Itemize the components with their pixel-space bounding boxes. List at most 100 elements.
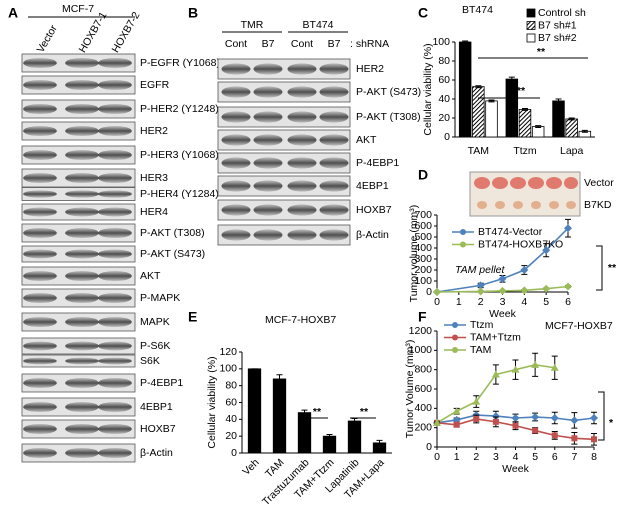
legend-marker [452,347,458,353]
panel-label: E [188,309,197,325]
data-point [433,288,441,296]
protein-label: HER3 [140,172,168,184]
data-point [452,407,461,415]
y-tick-label: 100 [414,275,432,287]
blot-band [98,270,132,282]
data-point [476,287,485,296]
data-point [571,435,578,442]
error-bar [581,129,588,133]
data-point [531,360,540,368]
blot-band [23,103,57,115]
panel-label: C [418,5,428,21]
x-tick-label: 2 [478,296,484,308]
blot-band [287,86,317,98]
blot-band [23,357,57,365]
blot-band [221,86,251,98]
data-point [453,421,460,428]
blot-band [65,270,99,282]
data-point [564,282,572,291]
blot-strip [217,81,351,103]
blot-band [98,249,132,259]
x-tick-label: 5 [532,451,538,463]
chart-title: MCF7-HOXB7 [545,320,613,332]
data-point [550,363,559,371]
significance-bracket [598,391,605,441]
blot-band [253,63,283,75]
blot-band [253,157,283,169]
x-tick-label: 0 [434,296,440,308]
protein-label: P-HER3 (Y1068) [140,149,219,161]
error-bar [301,409,308,416]
data-point [491,412,500,421]
y-axis-label: Tumor Volume (mm³) [404,340,416,439]
y-tick-label: 700 [414,209,432,221]
blot-band [98,149,132,161]
photo-label: B7KD [584,199,612,211]
blot-band [319,180,349,192]
blot-band [253,204,283,216]
blot-band [287,63,317,75]
y-tick-label: 1000 [409,344,433,356]
data-point [564,224,572,233]
y-axis-label: Cellular viability (%) [206,356,218,448]
bar [472,86,485,138]
x-tick-label: 8 [591,451,597,463]
blot-band [98,227,132,239]
lane-label: B7 [328,38,341,50]
x-tick-label: 0 [434,451,440,463]
blot-band [287,180,317,192]
blot-band [98,341,132,351]
blot-band [65,125,99,137]
protein-label: HER4 [140,206,168,218]
blot-band [65,249,99,259]
blot-band [319,229,349,241]
blot-band [98,207,132,217]
data-point [491,370,500,378]
blot-band [319,204,349,216]
blot-band [23,423,57,435]
y-axis-label: Tumor volume (mm³) [408,205,420,303]
chart-title: BT474 [462,4,493,16]
blot-band [253,180,283,192]
blot-band [98,357,132,365]
photo-label: Vector [584,177,614,189]
blot-band [287,204,317,216]
group-label: TMR [241,19,264,31]
blot-band [98,292,132,304]
protein-label: AKT [356,134,377,146]
legend-label: B7 sh#2 [538,32,577,44]
blot-strip [217,152,351,174]
legend-label: BT474-HOXB7KO [478,238,563,250]
data-point [520,286,529,295]
y-tick-label: 120 [219,346,237,358]
lane-label: B7 [262,38,275,50]
blot-band [23,401,57,413]
series-line [436,285,569,293]
blot-band [98,190,132,198]
protein-label: P-AKT (T308) [356,111,421,123]
lane-label: Cont [291,38,313,50]
y-tick-label: 500 [414,231,432,243]
panel-label: F [418,309,427,325]
data-point [498,274,507,283]
legend-marker [460,241,466,248]
y-tick-label: 0 [426,286,432,298]
data-point [492,418,499,425]
legend-swatch [526,21,536,30]
data-point [531,413,540,422]
significance-bracket [596,245,603,291]
bar [297,412,312,454]
chart-title: MCF-7-HOXB7 [265,314,336,326]
error-bar [462,40,469,44]
data-point [498,286,507,295]
blot-band [23,249,57,259]
y-tick-label: 0 [231,447,237,459]
blot-band [23,377,57,389]
blot-band [23,57,57,69]
legend-label: Control sh [538,7,586,19]
y-axis-label: Cellular viability (%) [422,43,434,135]
data-point [433,418,441,426]
x-axis-label: Week [502,463,529,475]
y-tick-label: 20 [225,430,237,442]
